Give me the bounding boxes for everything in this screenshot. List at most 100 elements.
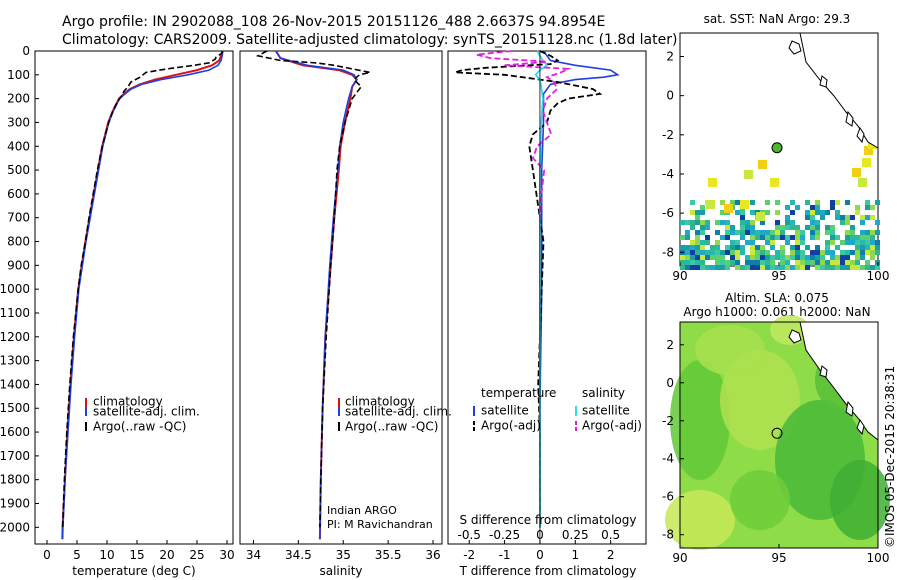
sst-cell (720, 260, 725, 265)
sst-cell (830, 225, 835, 230)
x-tick-label: 34 (246, 548, 261, 562)
y-tick-label: 1700 (0, 449, 30, 463)
sst-cell (725, 265, 730, 270)
sst-cell (770, 178, 779, 187)
sst-cell (735, 245, 740, 250)
sst-cell (690, 255, 695, 260)
sst-cell (780, 260, 785, 265)
series-argo-raw-qc- (61, 50, 224, 528)
x-tick-label: 1 (571, 548, 579, 562)
y-tick-label: 700 (7, 211, 30, 225)
top-tick-label: -0.25 (489, 528, 520, 542)
sst-cell (860, 250, 865, 255)
sst-cell (780, 265, 785, 270)
sst-cell (770, 255, 775, 260)
x-tick-label: 5 (73, 548, 81, 562)
map-y-tick-label: -8 (662, 245, 674, 259)
sst-cell (740, 230, 745, 235)
sst-cell (735, 210, 740, 215)
sst-cell (835, 260, 840, 265)
sst-cell (830, 265, 835, 270)
sst-cell (790, 200, 795, 205)
sst-map-ticks: 90 95 100 2 0 -2 -4 -6 -8 (662, 49, 889, 283)
sst-cell (805, 215, 810, 220)
sst-cell (875, 200, 880, 205)
sst-cell (720, 210, 725, 215)
sst-cell (720, 265, 725, 270)
x-tick-label: 30 (219, 548, 234, 562)
sst-cell (725, 225, 730, 230)
sst-cell (875, 240, 880, 245)
map-y-tick-label: 2 (666, 338, 674, 352)
sst-cell (720, 200, 725, 205)
sst-cell (865, 200, 870, 205)
sst-cell (865, 230, 870, 235)
sst-cell (765, 235, 770, 240)
y-tick-label: 1400 (0, 377, 30, 391)
sst-cell (740, 235, 745, 240)
sst-cell (685, 265, 690, 270)
legend-label-satellite: satellite-adj. clim. (345, 405, 452, 419)
sst-cell (790, 250, 795, 255)
salinity-x-ticks: 34 34.5 35 35.5 36 (246, 540, 441, 562)
sst-cell (685, 245, 690, 250)
sst-cell (790, 235, 795, 240)
sst-cell (785, 220, 790, 225)
sst-cell (845, 255, 850, 260)
sst-cell (850, 215, 855, 220)
difference-legend: temperature satellite Argo(-adj) salinit… (473, 386, 642, 433)
sst-cell (830, 260, 835, 265)
temperature-y-ticks: 0 100 200 300 400 500 600 700 800 900 1000 1100 1200… (0, 44, 39, 534)
sst-cell (855, 240, 860, 245)
sst-cell (795, 235, 800, 240)
sst-cell (840, 250, 845, 255)
sst-cell (855, 260, 860, 265)
sst-cell (756, 212, 765, 221)
sst-cell (685, 250, 690, 255)
sst-cell (780, 245, 785, 250)
sst-cell (760, 250, 765, 255)
sst-cell (790, 255, 795, 260)
sst-cell (724, 204, 733, 213)
sst-cell (865, 215, 870, 220)
sst-cell (860, 235, 865, 240)
sst-cell (805, 255, 810, 260)
title-line-2: Climatology: CARS2009. Satellite-adjuste… (62, 32, 677, 48)
sst-cell (870, 215, 875, 220)
y-tick-label: 500 (7, 163, 30, 177)
sst-cell (785, 265, 790, 270)
sst-cell (695, 265, 700, 270)
sst-cell (690, 250, 695, 255)
sst-cell (785, 225, 790, 230)
sst-cell (830, 230, 835, 235)
annotation-pi: PI: M Ravichandran (327, 518, 433, 531)
salinity-series (255, 50, 371, 540)
sst-cell (815, 245, 820, 250)
legend-label-sal-satellite: satellite (582, 404, 630, 418)
sst-cell (852, 168, 861, 177)
map-y-tick-label: -6 (662, 206, 674, 220)
x-tick-label: 20 (159, 548, 174, 562)
sst-cell (680, 255, 685, 260)
sst-cell (860, 245, 865, 250)
map-y-tick-label: -2 (662, 128, 674, 142)
sst-cell (765, 265, 770, 270)
sst-cell (725, 250, 730, 255)
sst-cell (725, 220, 730, 225)
sla-blobs (665, 315, 890, 550)
map-x-tick-label: 100 (867, 269, 890, 283)
sst-cell (725, 235, 730, 240)
sst-cell (695, 240, 700, 245)
sst-cell (710, 255, 715, 260)
x-tick-label: 10 (99, 548, 114, 562)
sst-cell (820, 215, 825, 220)
difference-xlabel-top: S difference from climatology (460, 513, 637, 527)
imos-stamp: ©IMOS 05-Dec-2015 20:38:31 (883, 366, 897, 548)
map-y-tick-label: 2 (666, 49, 674, 63)
y-tick-label: 1100 (0, 306, 30, 320)
sst-cell (760, 245, 765, 250)
sst-cell (855, 210, 860, 215)
sst-cell (855, 205, 860, 210)
sst-cell (858, 178, 867, 187)
sst-cell (760, 255, 765, 260)
